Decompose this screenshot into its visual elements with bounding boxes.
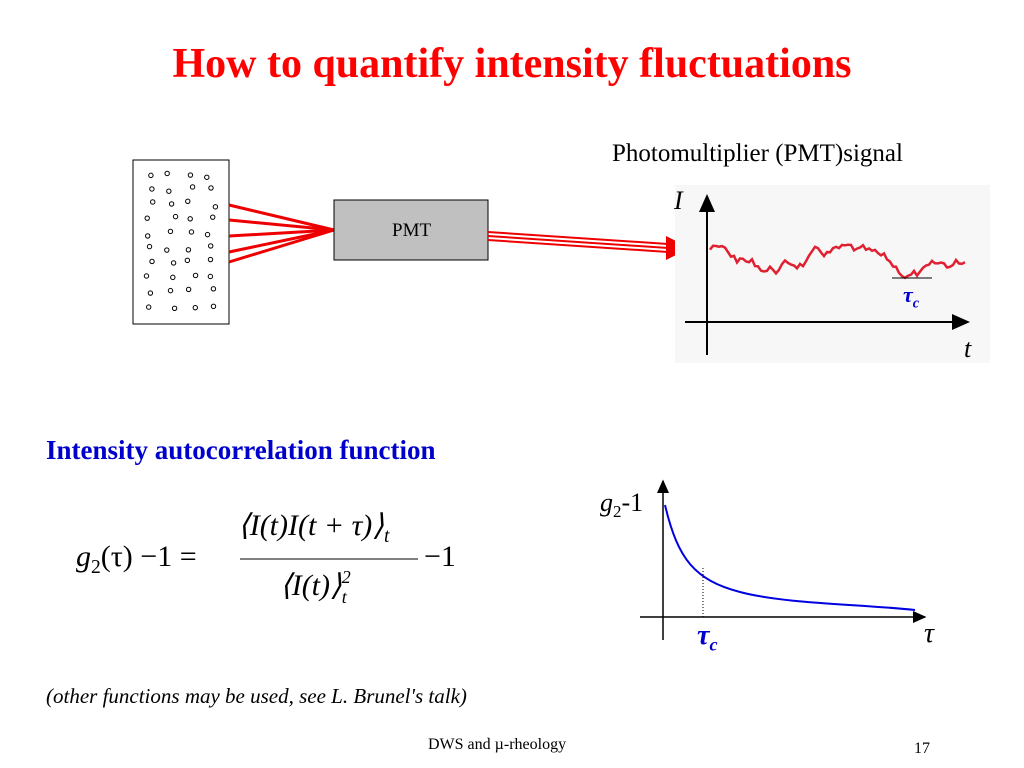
tau: τ — [697, 620, 710, 651]
particle — [185, 247, 192, 253]
numerator-text: ⟨I(t)I(t + τ)⟩ — [238, 509, 385, 542]
note: (other functions may be used, see L. Bru… — [46, 684, 467, 708]
particle — [188, 229, 195, 235]
particle — [171, 305, 178, 312]
g: g — [600, 488, 613, 517]
caption: Photomultiplier (PMT)signal — [612, 140, 903, 167]
particle — [146, 304, 152, 310]
particle — [147, 290, 154, 296]
particle — [187, 172, 194, 178]
particle — [210, 303, 217, 310]
particle — [146, 243, 153, 250]
particle — [170, 260, 177, 266]
particle — [167, 228, 174, 235]
title: How to quantify intensity fluctuations — [172, 41, 852, 87]
particle — [207, 256, 214, 263]
page-number: 17 — [914, 740, 930, 757]
denominator-superscript: 2 — [341, 567, 351, 588]
signal-cable — [487, 231, 669, 253]
particle — [149, 186, 155, 192]
denominator-text: ⟨I(t)⟩ — [280, 569, 342, 602]
tau: τ — [903, 282, 913, 307]
particle — [148, 172, 154, 179]
particles — [143, 170, 219, 312]
section-heading: Intensity autocorrelation function — [46, 435, 436, 465]
decay-y-label: g2-1 — [600, 488, 643, 522]
denominator: ⟨I(t)⟩ 2 t — [280, 568, 351, 608]
particle — [184, 257, 191, 264]
decay-curve — [664, 504, 916, 611]
particle — [185, 198, 191, 205]
signal-panel — [675, 185, 990, 363]
particle — [144, 215, 150, 221]
denominator-subscript: t — [341, 587, 347, 608]
particle — [210, 286, 217, 292]
particle — [204, 174, 210, 180]
particle — [170, 274, 176, 281]
numerator: ⟨I(t)I(t + τ)⟩t — [238, 508, 389, 548]
particle — [145, 233, 151, 239]
y-rest: -1 — [621, 488, 644, 517]
particle — [187, 216, 193, 222]
particle — [168, 201, 175, 207]
particle — [210, 214, 216, 220]
particle — [208, 185, 214, 191]
pmt-label: PMT — [392, 220, 432, 241]
particle — [164, 170, 170, 177]
particle — [192, 272, 199, 279]
g-subscript: 2 — [613, 502, 622, 522]
particle — [166, 188, 172, 194]
x-axis-label: t — [964, 334, 972, 363]
light-rays — [228, 203, 335, 264]
particle — [172, 213, 179, 220]
particle — [204, 231, 211, 238]
y-axis-label: I — [674, 186, 683, 215]
lhs-rest: (τ) −1 = — [100, 540, 197, 573]
particle — [212, 204, 219, 210]
tau-subscript: c — [709, 634, 718, 655]
equation-rhs: −1 — [424, 540, 456, 573]
g: g — [76, 540, 91, 573]
particle — [149, 258, 155, 265]
particle — [189, 184, 196, 190]
particle — [143, 273, 150, 279]
tau-label: τc — [903, 282, 919, 312]
footer-left: DWS and µ-rheology — [428, 736, 567, 753]
signal-trace — [709, 243, 966, 280]
particle — [192, 304, 198, 311]
particle — [164, 247, 170, 253]
decay-x-label: τ — [924, 618, 935, 649]
sample-box — [132, 159, 230, 325]
particle — [207, 273, 214, 280]
tau-subscript: c — [912, 295, 920, 312]
particle — [185, 286, 192, 293]
numerator-subscript: t — [384, 526, 390, 547]
equation-lhs: g2(τ) −1 = — [76, 540, 197, 579]
particle — [167, 287, 174, 294]
particle — [208, 243, 214, 249]
g-subscript: 2 — [91, 557, 101, 578]
pmt-box — [333, 199, 489, 261]
particle — [150, 199, 156, 205]
decay-tau-label: τc — [697, 620, 718, 656]
